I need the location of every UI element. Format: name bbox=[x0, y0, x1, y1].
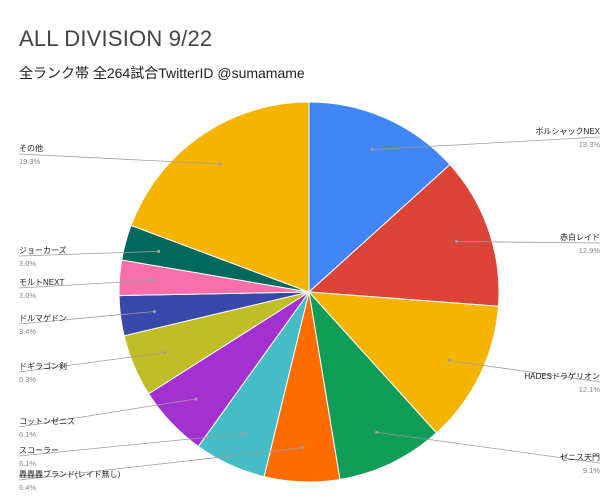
slice-1-leader-line bbox=[372, 136, 601, 150]
slice-7-leader-line bbox=[18, 398, 196, 428]
slice-7-label: コットンゼニス bbox=[19, 416, 75, 426]
slice-1-label: ボルシャックNEX bbox=[536, 127, 601, 136]
slice-3-label: HADESドラゲリオン bbox=[524, 371, 600, 381]
slice-1-percent: 13.3% bbox=[579, 140, 601, 149]
slice-6-label: スコーラー bbox=[19, 446, 59, 455]
slice-12-percent: 19.3% bbox=[19, 157, 41, 166]
slice-7-percent: 6.1% bbox=[19, 430, 36, 439]
chart-title: ALL DIVISION 9/22 bbox=[19, 26, 213, 51]
slice-6-percent: 6.1% bbox=[19, 459, 36, 468]
slice-4-leader-line bbox=[376, 431, 601, 464]
slice-2-leader-line bbox=[456, 241, 601, 244]
slice-11-label: ジョーカーズ bbox=[19, 245, 67, 255]
slice-4-label: ゼニス天門 bbox=[560, 452, 600, 462]
slice-5-percent: 6.4% bbox=[19, 483, 36, 492]
slice-12-leader-line bbox=[18, 153, 221, 165]
slice-8-label: ドギラゴン剣 bbox=[19, 361, 67, 371]
slice-10-percent: 3.0% bbox=[19, 291, 36, 300]
slice-8-percent: 5.3% bbox=[19, 375, 36, 384]
slice-8-leader-line bbox=[18, 352, 166, 373]
slice-5-label: 轟轟轟ブランド(レイド無し) bbox=[19, 469, 121, 479]
slice-1-wedge bbox=[308, 101, 451, 294]
slice-5-leader-line bbox=[18, 447, 304, 481]
slice-9-label: ドルマゲドン bbox=[19, 313, 67, 323]
slice-6-leader-line bbox=[18, 433, 245, 457]
slice-10-leader-line bbox=[18, 279, 154, 289]
slice-10-label: モルトNEXT bbox=[19, 278, 64, 287]
slice-9-percent: 3.4% bbox=[19, 327, 36, 336]
slice-3-percent: 12.1% bbox=[579, 385, 601, 394]
slice-4-percent: 9.1% bbox=[583, 466, 600, 475]
slice-11-percent: 3.0% bbox=[19, 259, 36, 268]
label-leader-lines bbox=[18, 136, 601, 481]
slice-12-wedge bbox=[130, 101, 310, 293]
slice-labels: ボルシャックNEX 13.3% 赤白レイド 12.9% HADESドラゲリオン 12.1%… bbox=[19, 127, 601, 492]
pie-slices bbox=[118, 101, 500, 483]
slice-11-leader-line bbox=[18, 251, 159, 257]
slice-2-percent: 12.9% bbox=[579, 246, 601, 255]
slice-9-leader-line bbox=[18, 311, 155, 325]
slice-2-wedge bbox=[307, 163, 500, 307]
slice-3-leader-line bbox=[448, 360, 601, 383]
chart-subtitle: 全ランク帯 全264試合TwitterID @sumamame bbox=[19, 65, 305, 81]
slice-2-label: 赤白レイド bbox=[560, 232, 600, 242]
slice-4-wedge bbox=[308, 290, 438, 481]
slice-3-wedge bbox=[307, 291, 499, 434]
slice-12-label: その他 bbox=[19, 143, 43, 153]
